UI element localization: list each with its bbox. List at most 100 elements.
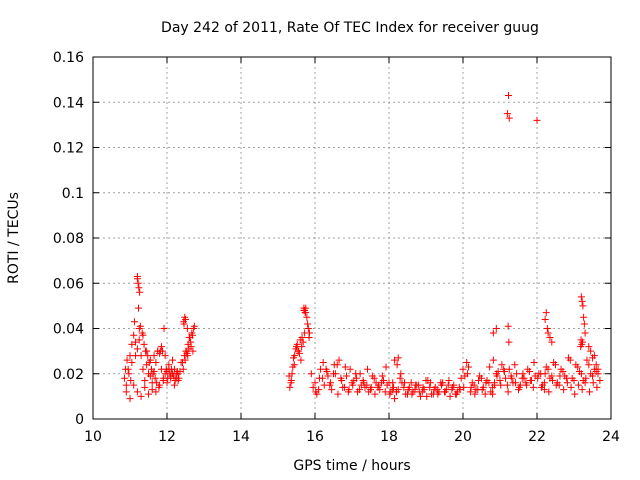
data-point [342, 372, 350, 380]
data-point [396, 374, 404, 382]
data-point [459, 365, 467, 373]
data-point [147, 365, 155, 373]
data-point [128, 340, 136, 348]
data-point [574, 381, 582, 389]
data-point [445, 377, 453, 385]
data-point [585, 343, 593, 351]
data-point [133, 345, 141, 353]
data-point [581, 329, 589, 337]
data-point [489, 329, 497, 337]
data-point [467, 383, 475, 391]
data-point [324, 372, 332, 380]
data-point [587, 347, 595, 355]
data-point [478, 386, 486, 394]
x-axis-label: GPS time / hours [293, 458, 410, 474]
data-point [184, 352, 192, 360]
x-tick-label: 10 [84, 429, 102, 445]
data-point [315, 374, 323, 382]
y-tick-label: 0 [75, 412, 84, 428]
data-point [293, 340, 301, 348]
data-point [190, 322, 198, 330]
data-point [492, 325, 500, 332]
data-point [505, 114, 513, 122]
data-point [541, 315, 549, 323]
data-point [389, 383, 397, 391]
axis-ticks [92, 56, 612, 420]
data-point [486, 363, 494, 371]
data-point [187, 338, 195, 346]
data-point [489, 390, 497, 398]
y-tick-label: 0.06 [53, 276, 84, 292]
data-point [530, 358, 538, 366]
data-point [476, 372, 484, 380]
data-point [170, 381, 178, 389]
data-point [181, 313, 189, 321]
data-point [457, 374, 465, 382]
data-point [317, 365, 325, 373]
data-point [552, 381, 560, 389]
data-point [463, 358, 471, 366]
y-tick-label: 0.14 [53, 95, 84, 111]
data-point [577, 293, 585, 301]
data-point [426, 379, 434, 387]
data-point [138, 329, 146, 337]
data-point [578, 297, 586, 305]
y-tick-label: 0.02 [53, 367, 84, 383]
data-point [360, 379, 368, 387]
data-point [334, 390, 342, 398]
data-point [494, 367, 502, 375]
data-point [542, 309, 550, 317]
data-point [288, 370, 296, 378]
data-point [545, 388, 553, 396]
data-point [548, 338, 556, 346]
data-point [504, 322, 512, 330]
data-point [412, 381, 420, 389]
data-point [189, 347, 197, 355]
data-point [151, 374, 159, 382]
data-point [145, 390, 152, 398]
data-point [135, 284, 143, 292]
x-tick-label: 18 [380, 429, 398, 445]
data-point [181, 356, 189, 364]
data-point [132, 338, 140, 346]
data-point [535, 370, 543, 378]
data-point [571, 390, 579, 398]
data-point [122, 381, 130, 389]
data-point [166, 370, 174, 378]
data-point [352, 374, 360, 382]
data-point [298, 343, 306, 351]
data-point [568, 374, 576, 382]
data-point [579, 302, 587, 310]
x-tick-labels: 10 12 14 16 18 20 22 24 [84, 429, 620, 445]
data-point [549, 377, 557, 385]
x-tick-label: 16 [306, 429, 324, 445]
data-point [592, 361, 600, 369]
data-point [460, 383, 468, 391]
data-point [404, 386, 412, 394]
y-tick-label: 0.16 [53, 50, 84, 66]
data-point [349, 381, 357, 389]
data-point [301, 309, 309, 317]
x-tick-label: 22 [528, 429, 546, 445]
data-point [180, 320, 188, 328]
data-point [512, 379, 520, 387]
data-point [589, 379, 597, 387]
data-point [513, 370, 521, 378]
data-point [157, 343, 165, 351]
data-point [169, 356, 177, 364]
data-point [127, 377, 135, 385]
data-point [500, 367, 508, 375]
data-point [335, 356, 343, 364]
data-point [503, 110, 511, 118]
data-point [468, 379, 476, 387]
data-point [152, 358, 160, 366]
data-point [171, 377, 179, 385]
data-point [122, 388, 130, 396]
data-point [132, 352, 140, 360]
data-point [391, 395, 399, 403]
data-point [434, 390, 442, 398]
data-point [590, 365, 598, 373]
data-point [392, 388, 400, 396]
data-point [130, 331, 138, 339]
data-point [546, 334, 554, 342]
